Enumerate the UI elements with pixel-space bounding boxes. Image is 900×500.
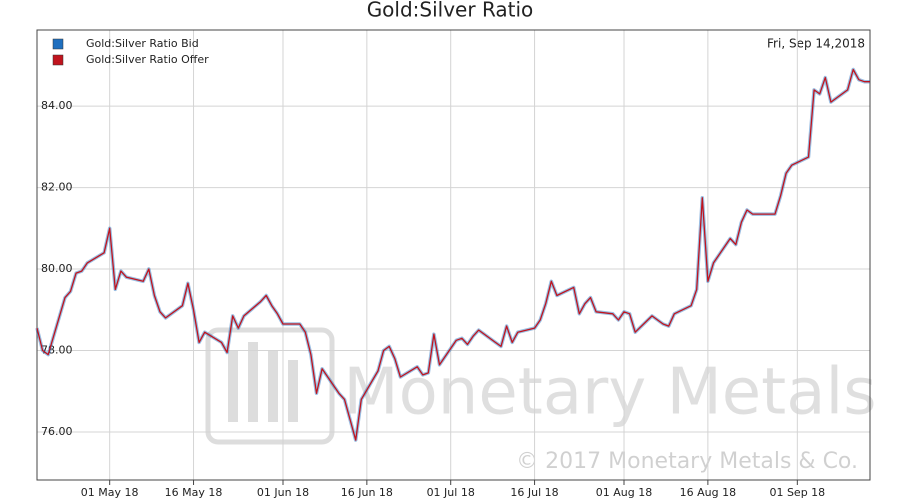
chart-title: Gold:Silver Ratio [367,0,534,22]
y-tick-label: 84.00 [41,99,73,112]
legend-swatch [52,38,64,50]
logo-bar [248,342,258,422]
logo-bar [228,350,238,422]
x-tick-label: 01 Sep 18 [769,486,825,499]
x-tick-label: 16 Jul 18 [510,486,558,499]
x-tick-label: 16 Aug 18 [680,486,736,499]
copyright: © 2017 Monetary Metals & Co. [516,449,858,474]
logo-bar [268,350,278,422]
y-tick-label: 76.00 [41,425,73,438]
x-tick-label: 01 Aug 18 [596,486,652,499]
grid [37,30,870,480]
x-tick-label: 01 Jul 18 [427,486,475,499]
x-tick-label: 16 May 18 [165,486,223,499]
legend-label: Gold:Silver Ratio Offer [86,53,209,66]
watermark-logo [205,327,335,445]
watermark-text: Monetary Metals [343,356,876,430]
logo-frame [205,327,335,445]
y-tick-label: 82.00 [41,181,73,194]
date-annotation: Fri, Sep 14,2018 [767,37,865,51]
x-tick-label: 01 Jun 18 [257,486,309,499]
legend-label: Gold:Silver Ratio Bid [86,37,199,50]
legend-swatch [52,54,64,66]
plot-frame [36,29,871,481]
y-tick-label: 80.00 [41,262,73,275]
x-tick-label: 01 May 18 [81,486,139,499]
line-series [36,68,870,441]
logo-bar [288,360,298,422]
x-tick-label: 16 Jun 18 [341,486,393,499]
